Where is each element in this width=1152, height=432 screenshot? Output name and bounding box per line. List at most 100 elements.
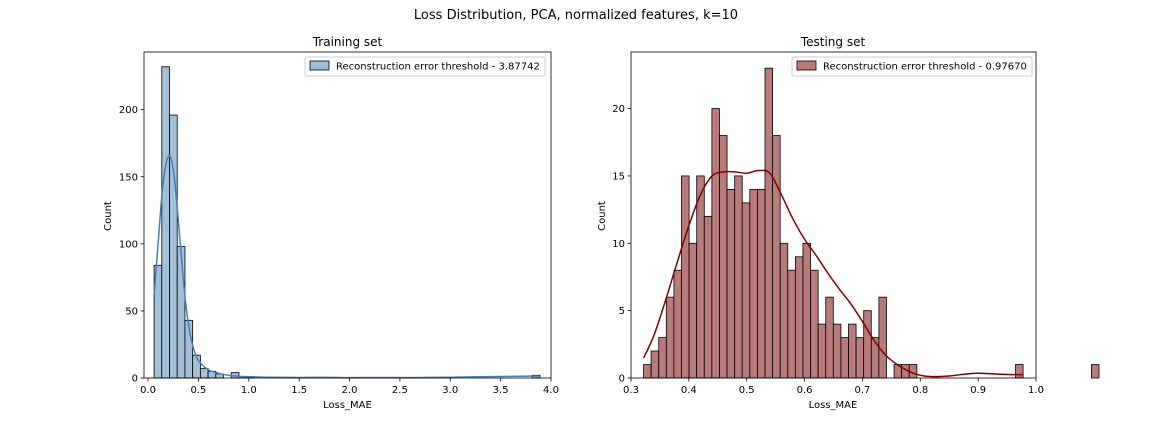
testing-histogram-bar [764, 67, 773, 379]
testing-y-tick-label: 15 [612, 171, 625, 182]
testing-x-tick-label: 0.5 [739, 385, 755, 396]
testing-x-tick: 0.9 [970, 378, 986, 396]
testing-axes-frame [630, 51, 1037, 379]
training-legend: Reconstruction error threshold - 3.87742 [304, 56, 546, 77]
testing-histogram-bar [696, 175, 705, 379]
training-y-tick: 100 [119, 239, 144, 250]
testing-x-tick-label: 0.9 [970, 385, 986, 396]
testing-y-tick-label: 20 [612, 104, 625, 115]
testing-histogram-bar [650, 350, 660, 379]
training-histogram-bar [161, 66, 170, 379]
testing-y-tick: 5 [619, 306, 631, 317]
training-y-tick: 0 [132, 374, 144, 385]
testing-histogram-bar [673, 269, 682, 379]
testing-y-tick-label: 10 [612, 239, 625, 250]
testing-x-tick-label: 0.3 [623, 385, 639, 396]
testing-x-tick: 0.8 [912, 378, 928, 396]
figure-title: Loss Distribution, PCA, normalized featu… [414, 8, 738, 23]
training-y-tick-label: 50 [125, 306, 138, 317]
testing-y-tick: 15 [612, 171, 631, 182]
testing-histogram-bar [878, 296, 887, 379]
testing-chart-title: Testing set [800, 35, 866, 49]
testing-histogram-bar [741, 202, 751, 379]
testing-legend-swatch [796, 60, 817, 71]
training-x-tick-label: 3.0 [442, 385, 458, 396]
training-y-tick: 150 [119, 172, 144, 183]
testing-y-tick: 10 [612, 239, 631, 250]
testing-histogram-bar [832, 323, 842, 379]
testing-x-axis-label: Loss_MAE [809, 400, 858, 411]
testing-histogram-bar [802, 242, 811, 379]
training-x-tick-label: 3.5 [493, 385, 509, 396]
testing-histogram-bar [825, 296, 834, 379]
testing-histogram-bar [749, 189, 758, 379]
testing-legend-frame [791, 56, 1033, 77]
testing-histogram-bar [703, 215, 713, 379]
testing-x-tick-label: 1.0 [1028, 385, 1044, 396]
training-set-chart: Training set Loss_MAE Count 0.0 0.5 1.0 1.5… [103, 35, 559, 411]
training-x-tick-label: 2.0 [342, 385, 358, 396]
testing-histogram-bar [855, 337, 865, 379]
testing-x-tick-label: 0.8 [912, 385, 928, 396]
training-x-tick-label: 2.5 [392, 385, 408, 396]
training-y-tick: 50 [125, 306, 144, 317]
testing-y-tick-label: 5 [619, 306, 625, 317]
testing-histogram-bar [810, 269, 819, 379]
testing-set-chart: Testing set Loss_MAE Count 0.3 0.4 0.5 0.6 0… [597, 35, 1100, 411]
testing-y-tick: 20 [612, 104, 631, 115]
testing-legend: Reconstruction error threshold - 0.97670 [791, 56, 1033, 77]
training-histogram-bar [176, 246, 186, 379]
testing-histogram-bar [711, 108, 720, 379]
training-x-tick: 0.0 [140, 378, 156, 396]
testing-y-tick-label: 0 [619, 374, 625, 385]
training-x-axis-label: Loss_MAE [323, 400, 372, 411]
testing-histogram-bar [688, 242, 698, 379]
training-y-tick-label: 100 [119, 239, 138, 250]
training-x-tick-label: 1.5 [291, 385, 307, 396]
training-plot-area: 0.0 0.5 1.0 1.5 2.0 2.5 3.0 3.5 4.0 0 50 100 150 200 [119, 51, 559, 396]
training-y-tick-label: 0 [132, 374, 138, 385]
training-x-tick: 2.0 [342, 378, 358, 396]
training-chart-title: Training set [312, 35, 383, 49]
testing-histogram-bar [840, 337, 849, 379]
testing-histogram-bar [681, 175, 690, 379]
training-y-tick: 200 [119, 105, 144, 116]
training-x-tick: 1.5 [291, 378, 307, 396]
training-x-tick: 0.5 [190, 378, 206, 396]
testing-histogram-bar [726, 189, 736, 379]
testing-histogram-bar [643, 364, 652, 379]
training-x-tick: 1.0 [241, 378, 257, 396]
testing-x-tick-label: 0.7 [854, 385, 870, 396]
training-legend-label: Reconstruction error threshold - 3.87742 [336, 62, 540, 73]
training-histogram-bar [169, 114, 178, 379]
testing-histogram-bar [658, 337, 667, 379]
training-x-tick: 3.5 [493, 378, 509, 396]
testing-plot-area: 0.3 0.4 0.5 0.6 0.7 0.8 0.9 1.0 0 5 10 15 20 [612, 51, 1100, 396]
testing-x-tick: 1.0 [1028, 378, 1044, 396]
training-y-axis-label: Count [103, 201, 114, 231]
testing-y-tick: 0 [619, 374, 631, 385]
testing-histogram-bar [863, 310, 872, 379]
training-histogram-bar [199, 368, 209, 379]
training-x-tick-label: 0.5 [190, 385, 206, 396]
testing-x-tick: 0.4 [681, 378, 697, 396]
testing-y-axis-label: Count [597, 201, 608, 231]
testing-histogram-bar [1015, 364, 1024, 379]
testing-x-tick: 0.5 [739, 378, 755, 396]
training-x-tick-label: 1.0 [241, 385, 257, 396]
training-x-tick-label: 0.0 [140, 385, 156, 396]
training-y-tick-label: 150 [119, 172, 138, 183]
testing-histogram-bar [665, 296, 675, 379]
testing-histogram-bar [1091, 364, 1100, 379]
testing-x-tick-label: 0.6 [797, 385, 813, 396]
training-axes-frame [143, 51, 552, 379]
testing-histogram-bar [757, 189, 766, 379]
training-legend-frame [304, 56, 546, 77]
training-y-tick-label: 200 [119, 105, 138, 116]
testing-x-tick: 0.3 [623, 378, 639, 396]
testing-kde-curve [643, 169, 1023, 378]
testing-histogram-bar [787, 269, 796, 379]
training-x-tick: 4.0 [543, 378, 559, 396]
testing-histogram-bar [772, 135, 781, 379]
